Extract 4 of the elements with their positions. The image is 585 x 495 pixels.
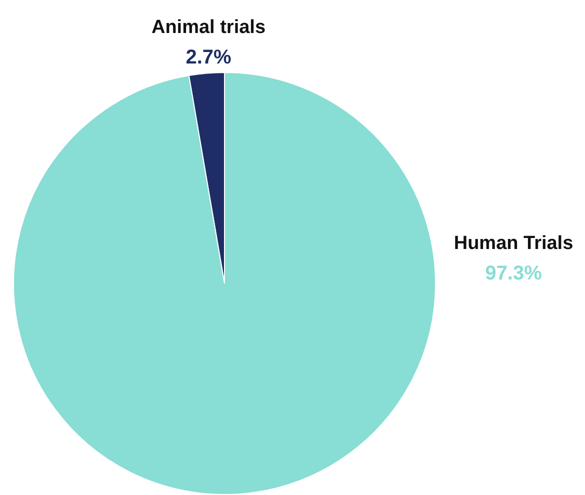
slice-label: Human Trials	[454, 233, 574, 254]
data-label: 2.7%	[186, 46, 232, 68]
data-label: 97.3%	[485, 262, 542, 284]
slice-label: Animal trials	[151, 17, 266, 38]
